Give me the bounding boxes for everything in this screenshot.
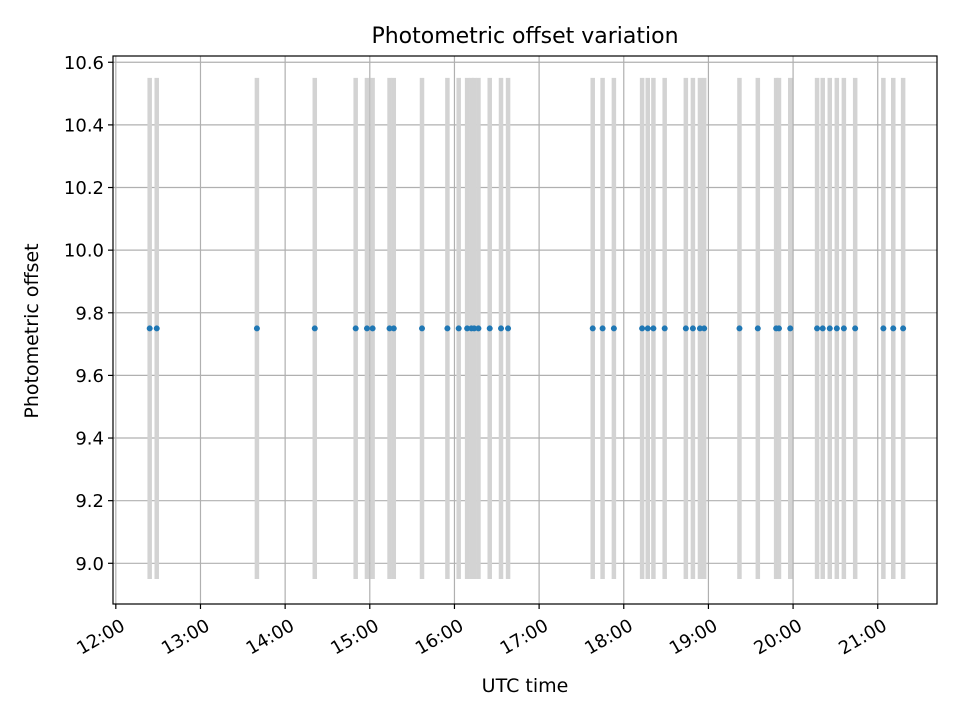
y-tick-label: 9.0 — [75, 554, 104, 575]
data-point — [610, 325, 617, 332]
data-point — [352, 325, 359, 332]
data-point — [363, 325, 370, 332]
data-point — [775, 325, 782, 332]
data-point — [890, 325, 897, 332]
data-point — [253, 325, 260, 332]
data-point — [819, 325, 826, 332]
y-tick-label: 10.4 — [64, 115, 104, 136]
data-point — [486, 325, 493, 332]
data-points — [146, 325, 907, 332]
x-axis-label: UTC time — [482, 675, 569, 697]
data-point — [419, 325, 425, 332]
data-point — [455, 325, 462, 332]
y-tick-label: 10.0 — [64, 241, 104, 262]
data-point — [833, 325, 840, 332]
data-point — [471, 325, 478, 332]
y-tick-label: 10.2 — [64, 178, 104, 199]
y-axis-label: Photometric offset — [21, 243, 43, 418]
data-point — [736, 325, 743, 332]
data-point — [900, 325, 907, 332]
data-point — [814, 325, 821, 332]
data-point — [599, 325, 606, 332]
data-point — [826, 325, 833, 332]
y-tick-label: 9.2 — [75, 491, 104, 512]
grid-lines — [113, 56, 937, 604]
data-point — [390, 325, 397, 332]
y-tick-label: 10.6 — [64, 53, 104, 74]
data-point — [639, 325, 646, 332]
data-point — [475, 325, 482, 332]
data-point — [498, 325, 505, 332]
data-point — [701, 325, 708, 332]
y-tick-label: 9.8 — [75, 303, 104, 324]
data-point — [682, 325, 689, 332]
data-point — [787, 325, 794, 332]
data-point — [840, 325, 847, 332]
data-point — [386, 325, 393, 332]
data-point — [444, 325, 451, 332]
data-point — [880, 325, 887, 332]
data-point — [505, 325, 512, 332]
data-point — [146, 325, 153, 332]
data-point — [153, 325, 160, 332]
data-point — [464, 325, 471, 332]
plot-area-frame — [112, 55, 938, 605]
chart-title: Photometric offset variation — [371, 24, 678, 49]
data-point — [689, 325, 696, 332]
y-tick-label: 9.6 — [75, 366, 104, 387]
data-point — [696, 325, 703, 332]
data-point — [369, 325, 376, 332]
data-point — [311, 325, 318, 332]
data-point — [661, 325, 668, 332]
data-point — [589, 325, 596, 332]
data-point — [650, 325, 657, 332]
data-point — [644, 325, 651, 332]
data-point — [852, 325, 859, 332]
y-tick-label: 9.4 — [75, 429, 104, 450]
data-point — [754, 325, 761, 332]
